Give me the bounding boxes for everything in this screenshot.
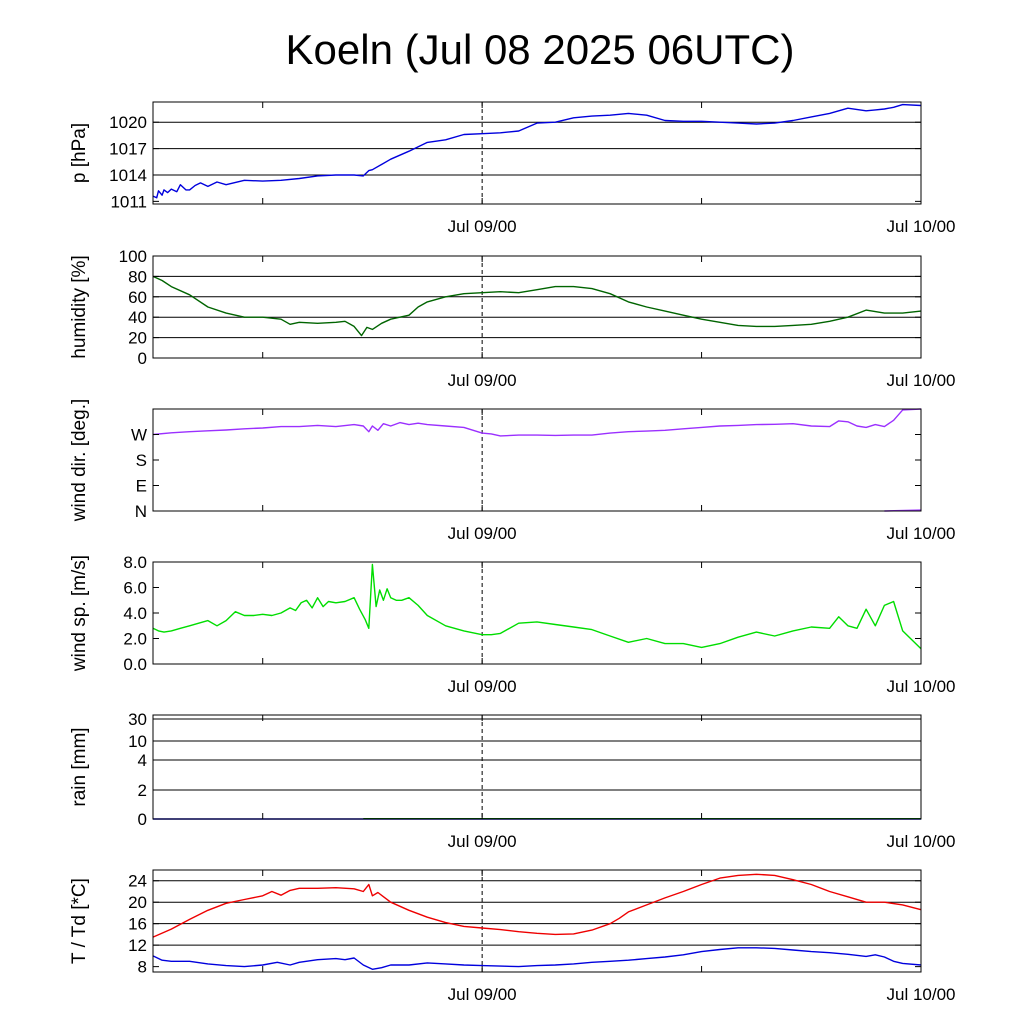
- ylabel-rain: rain [mm]: [69, 727, 90, 806]
- series-temperature_dewpoint-0: [152, 873, 922, 938]
- panel-temperature_dewpoint: 8 12 16 20 24 T / Td [*C] Jul 09/00 Jul 10/00: [69, 869, 956, 1004]
- ytick-label-humidity-1: 20: [128, 329, 147, 348]
- ylabel-wind_speed: wind sp. [m/s]: [69, 555, 90, 672]
- ytick-label-rain-3: 10: [128, 732, 147, 751]
- ytick-label-wind_speed-2: 4.0: [123, 604, 147, 623]
- ytick-label-wind_speed-1: 2.0: [123, 630, 147, 649]
- series-humidity-0: [152, 275, 922, 337]
- xtick-label-humidity-0: Jul 09/00: [448, 371, 517, 390]
- ytick-label-rain-4: 30: [128, 710, 147, 729]
- ytick-label-pressure-1: 1014: [109, 166, 147, 185]
- series-pressure-0: [152, 103, 922, 199]
- ytick-label-humidity-0: 0: [138, 349, 147, 368]
- ytick-label-pressure-3: 1020: [109, 113, 147, 132]
- series-temperature_dewpoint-1: [152, 947, 922, 970]
- ytick-label-rain-0: 0: [138, 810, 147, 829]
- frame-rain: [152, 714, 922, 820]
- ytick-label-humidity-3: 60: [128, 288, 147, 307]
- ylabel-temperature_dewpoint: T / Td [*C]: [69, 878, 90, 964]
- ytick-label-pressure-2: 1017: [109, 140, 147, 159]
- frame-pressure: [152, 101, 922, 205]
- ytick-label-temperature_dewpoint-0: 8: [138, 958, 147, 977]
- ytick-label-rain-1: 2: [138, 781, 147, 800]
- series-wind_speed-0: [152, 563, 922, 650]
- ytick-label-temperature_dewpoint-3: 20: [128, 893, 147, 912]
- frame-temperature_dewpoint: [152, 869, 922, 973]
- xtick-label-rain-0: Jul 09/00: [448, 832, 517, 851]
- series-wind_direction-0: [152, 408, 922, 437]
- ytick-label-temperature_dewpoint-2: 16: [128, 915, 147, 934]
- frame-wind_speed: [152, 561, 922, 665]
- xtick-label-wind_direction-0: Jul 09/00: [448, 524, 517, 543]
- ytick-label-wind_speed-4: 8.0: [123, 553, 147, 572]
- xtick-label-pressure-0: Jul 09/00: [448, 217, 517, 236]
- ytick-label-wind_direction-0: N: [135, 502, 147, 521]
- ytick-label-rain-2: 4: [138, 751, 147, 770]
- ylabel-pressure: p [hPa]: [69, 123, 90, 183]
- xtick-label-wind_speed-1: Jul 10/00: [887, 677, 956, 696]
- ytick-label-temperature_dewpoint-4: 24: [128, 872, 147, 891]
- ytick-label-wind_direction-1: E: [136, 477, 147, 496]
- ytick-label-humidity-4: 80: [128, 267, 147, 286]
- ytick-label-wind_direction-3: W: [131, 426, 147, 445]
- frame-humidity: [152, 255, 922, 359]
- panel-rain: 0 2 410 30 rain [mm] Jul 09/00 Jul 10/00: [69, 710, 956, 851]
- ytick-label-pressure-0: 1011: [110, 192, 147, 211]
- ytick-label-wind_speed-3: 6.0: [123, 579, 147, 598]
- ylabel-humidity: humidity [%]: [69, 255, 90, 358]
- xtick-label-rain-1: Jul 10/00: [887, 832, 956, 851]
- ytick-label-wind_speed-0: 0.0: [123, 655, 147, 674]
- xtick-label-humidity-1: Jul 10/00: [887, 371, 956, 390]
- panel-wind_speed: 0.0 2.0 4.0 6.0 8.0 wind sp. [m/s] Jul 09/00 Ju…: [69, 553, 956, 696]
- xtick-label-wind_direction-1: Jul 10/00: [887, 524, 956, 543]
- frame-wind_direction: [152, 408, 922, 512]
- xtick-label-pressure-1: Jul 10/00: [887, 217, 956, 236]
- ytick-label-humidity-2: 40: [128, 308, 147, 327]
- xtick-label-temperature_dewpoint-1: Jul 10/00: [887, 985, 956, 1004]
- ytick-label-wind_direction-2: S: [136, 451, 147, 470]
- ytick-label-temperature_dewpoint-1: 12: [128, 936, 147, 955]
- ytick-label-humidity-5: 100: [119, 247, 147, 266]
- xtick-label-temperature_dewpoint-0: Jul 09/00: [448, 985, 517, 1004]
- panel-pressure: 1011 1014 1017 1020 p [hPa] Jul 09/00 Jul 10/0…: [69, 101, 956, 236]
- page-title: Koeln (Jul 08 2025 06UTC): [285, 26, 795, 73]
- ylabel-wind_direction: wind dir. [deg.]: [69, 399, 90, 523]
- xtick-label-wind_speed-0: Jul 09/00: [448, 677, 517, 696]
